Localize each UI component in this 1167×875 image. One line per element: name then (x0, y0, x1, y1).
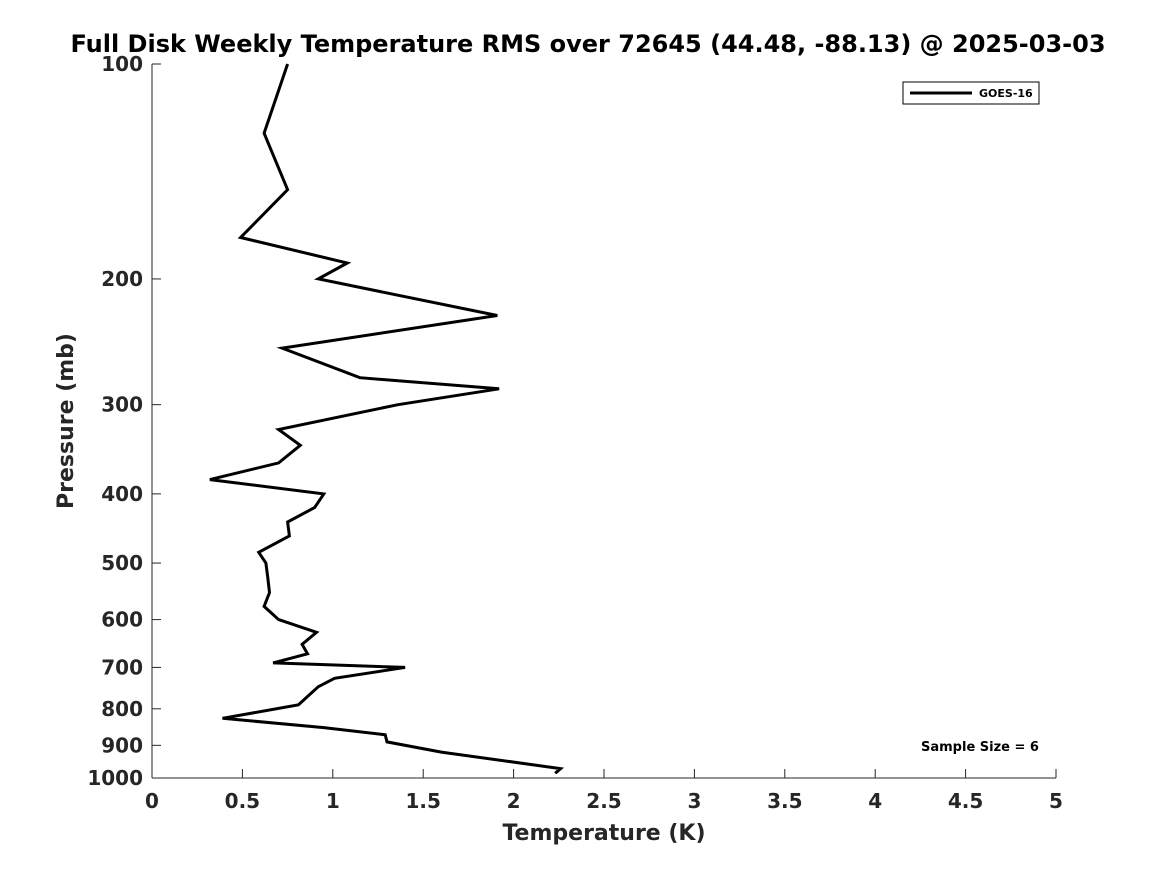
series-layer (209, 63, 565, 775)
sample-size-annotation: Sample Size = 6 (921, 740, 1039, 755)
x-tick-label: 2.5 (586, 789, 621, 813)
y-tick-label: 300 (101, 393, 143, 417)
x-axis-label: Temperature (K) (502, 821, 705, 846)
axes: 0 0.5 1 1.5 2 2.5 3 3.5 4 4.5 5 100 200 300 400 500 600 7… (87, 52, 1063, 813)
y-tick-label: 900 (101, 733, 143, 757)
x-tick-label: 0 (145, 789, 159, 813)
x-tick-label: 1.5 (405, 789, 440, 813)
legend-label-goes-16: GOES-16 (979, 87, 1033, 100)
x-tick-label: 5 (1049, 789, 1063, 813)
x-tick-label: 3 (687, 789, 701, 813)
x-tick-label: 2 (507, 789, 521, 813)
chart-title: Full Disk Weekly Temperature RMS over 72… (70, 30, 1105, 58)
y-tick-label: 1000 (87, 766, 143, 790)
y-tick-label: 600 (101, 608, 143, 632)
x-tick-label: 4 (868, 789, 882, 813)
legend: GOES-16 (902, 81, 1040, 105)
series-line-goes-16 (209, 63, 565, 775)
y-tick-label: 400 (101, 482, 143, 506)
x-tick-label: 1 (326, 789, 340, 813)
y-tick-label: 100 (101, 52, 143, 76)
x-tick-label: 4.5 (948, 789, 983, 813)
y-axis-label: Pressure (mb) (54, 333, 79, 509)
y-tick-label: 500 (101, 551, 143, 575)
y-tick-label: 800 (101, 697, 143, 721)
x-tick-label: 3.5 (767, 789, 802, 813)
y-tick-label: 700 (101, 655, 143, 679)
x-tick-label: 0.5 (225, 789, 260, 813)
y-tick-label: 200 (101, 267, 143, 291)
